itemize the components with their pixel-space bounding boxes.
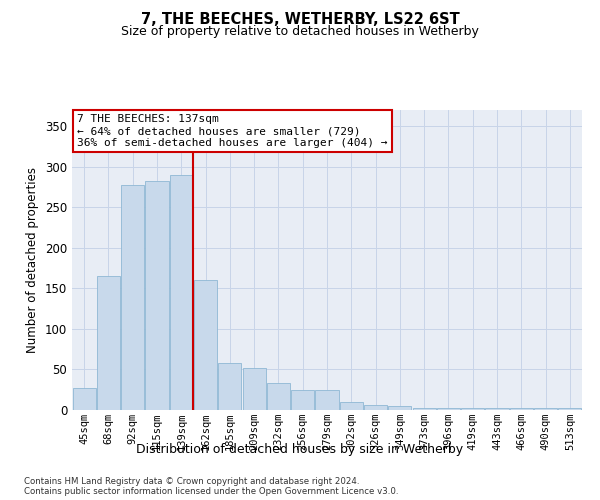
Text: Distribution of detached houses by size in Wetherby: Distribution of detached houses by size … bbox=[136, 442, 464, 456]
Bar bbox=[534, 408, 557, 410]
Text: Contains HM Land Registry data © Crown copyright and database right 2024.: Contains HM Land Registry data © Crown c… bbox=[24, 478, 359, 486]
Bar bbox=[121, 184, 144, 410]
Bar bbox=[340, 402, 363, 410]
Bar bbox=[559, 408, 581, 410]
Bar bbox=[170, 175, 193, 410]
Text: 7 THE BEECHES: 137sqm
← 64% of detached houses are smaller (729)
36% of semi-det: 7 THE BEECHES: 137sqm ← 64% of detached … bbox=[77, 114, 388, 148]
Bar bbox=[97, 276, 120, 410]
Bar bbox=[267, 383, 290, 410]
Bar bbox=[510, 408, 533, 410]
Bar bbox=[413, 408, 436, 410]
Bar bbox=[364, 405, 387, 410]
Bar bbox=[73, 388, 95, 410]
Bar bbox=[218, 363, 241, 410]
Bar bbox=[485, 408, 509, 410]
Bar bbox=[242, 368, 266, 410]
Bar bbox=[316, 390, 338, 410]
Bar bbox=[461, 408, 484, 410]
Text: 7, THE BEECHES, WETHERBY, LS22 6ST: 7, THE BEECHES, WETHERBY, LS22 6ST bbox=[140, 12, 460, 28]
Bar bbox=[388, 406, 412, 410]
Bar bbox=[291, 390, 314, 410]
Bar bbox=[145, 182, 169, 410]
Bar bbox=[437, 408, 460, 410]
Y-axis label: Number of detached properties: Number of detached properties bbox=[26, 167, 40, 353]
Text: Contains public sector information licensed under the Open Government Licence v3: Contains public sector information licen… bbox=[24, 488, 398, 496]
Bar bbox=[194, 280, 217, 410]
Text: Size of property relative to detached houses in Wetherby: Size of property relative to detached ho… bbox=[121, 25, 479, 38]
